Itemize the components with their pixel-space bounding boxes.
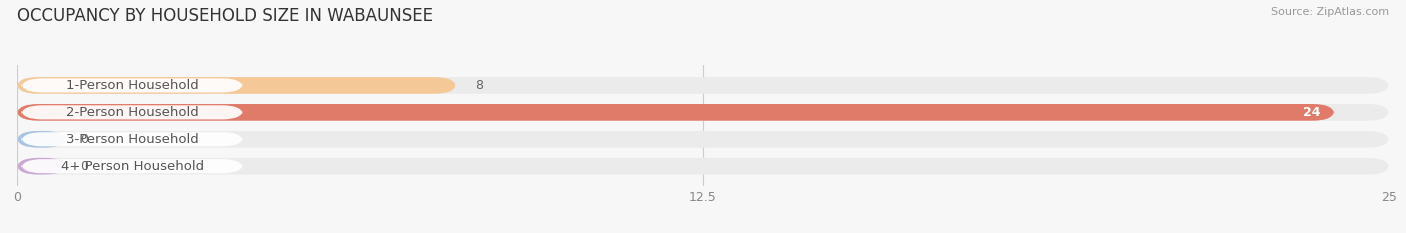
Text: 8: 8 [475,79,484,92]
FancyBboxPatch shape [17,131,1389,148]
Text: 24: 24 [1303,106,1320,119]
Text: Source: ZipAtlas.com: Source: ZipAtlas.com [1271,7,1389,17]
Text: 3-Person Household: 3-Person Household [66,133,198,146]
FancyBboxPatch shape [17,158,1389,175]
Text: 0: 0 [80,133,89,146]
FancyBboxPatch shape [17,158,66,175]
FancyBboxPatch shape [17,104,1334,121]
FancyBboxPatch shape [17,77,1389,94]
FancyBboxPatch shape [17,131,66,148]
Text: 4+ Person Household: 4+ Person Household [60,160,204,173]
FancyBboxPatch shape [21,78,243,93]
FancyBboxPatch shape [21,132,243,146]
Text: 1-Person Household: 1-Person Household [66,79,198,92]
FancyBboxPatch shape [17,104,1389,121]
Text: 2-Person Household: 2-Person Household [66,106,198,119]
FancyBboxPatch shape [17,77,456,94]
Text: 0: 0 [80,160,89,173]
Text: OCCUPANCY BY HOUSEHOLD SIZE IN WABAUNSEE: OCCUPANCY BY HOUSEHOLD SIZE IN WABAUNSEE [17,7,433,25]
FancyBboxPatch shape [21,105,243,119]
FancyBboxPatch shape [21,159,243,173]
